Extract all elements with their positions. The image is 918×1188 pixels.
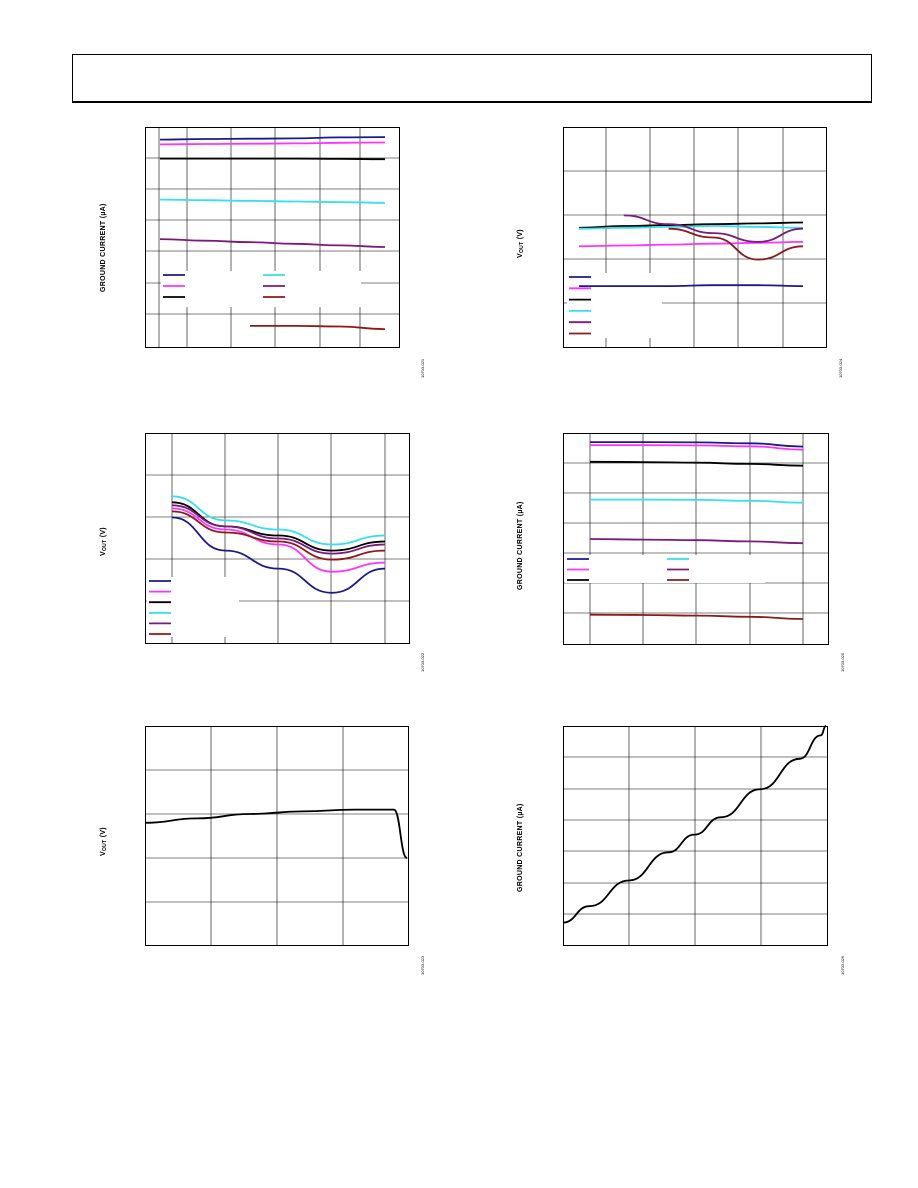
legend-box	[147, 577, 239, 637]
chart4-ground-current-plot	[563, 433, 829, 645]
plot-frame	[563, 127, 827, 348]
chart6-ylabel: GROUND CURRENT (µA)	[517, 803, 524, 892]
chart6-figure-code: 10703-026	[840, 955, 845, 975]
chart6-ground-current-plot	[562, 725, 828, 946]
series-line	[590, 498, 804, 504]
series-line	[159, 141, 386, 146]
series-line	[171, 504, 386, 555]
series-line	[144, 808, 408, 859]
chart1-ground-current-plot	[145, 127, 400, 348]
chart3-ylabel: VOUT (V)	[100, 527, 108, 556]
chart5-vout-plot	[144, 726, 409, 946]
chart1-ylabel: GROUND CURRENT (µA)	[100, 203, 107, 292]
series-line	[579, 284, 804, 287]
chart2-ylabel: VOUT (V)	[517, 229, 525, 258]
chart5-figure-code: 10703-023	[420, 955, 425, 975]
chart5-ylabel: VOUT (V)	[100, 827, 108, 856]
page-header-box	[72, 54, 872, 103]
series-line	[578, 221, 804, 229]
series-line	[590, 441, 804, 448]
series-line	[171, 495, 386, 546]
series-line	[159, 238, 386, 248]
series-line	[589, 460, 804, 467]
series-line	[578, 225, 804, 230]
series-line	[578, 241, 804, 248]
series-line	[589, 613, 804, 620]
series-line	[249, 325, 386, 330]
series-line	[171, 507, 386, 573]
series-line	[159, 198, 386, 204]
chart2-figure-code: 10703-024	[838, 358, 843, 378]
series-line	[623, 214, 804, 243]
chart4-ylabel: GROUND CURRENT (µA)	[517, 501, 524, 590]
series-line	[562, 725, 827, 924]
series-line	[590, 444, 804, 451]
chart4-figure-code: 10703-025	[840, 652, 845, 672]
chart3-figure-code: 10703-022	[420, 652, 425, 672]
chart1-figure-code: 10703-021	[420, 358, 425, 378]
series-line	[668, 227, 804, 261]
series-line	[160, 157, 386, 161]
series-line	[589, 538, 804, 545]
plot-frame	[145, 127, 400, 348]
plot-frame	[145, 433, 410, 644]
plot-frame	[563, 726, 828, 946]
chart3-vout-plot	[145, 433, 410, 644]
series-line	[171, 510, 386, 561]
legend-box	[565, 555, 765, 583]
series-line	[159, 136, 386, 141]
series-line	[171, 516, 386, 594]
legend-box	[567, 273, 662, 338]
legend-box	[161, 271, 361, 307]
chart2-vout-plot	[563, 127, 827, 348]
